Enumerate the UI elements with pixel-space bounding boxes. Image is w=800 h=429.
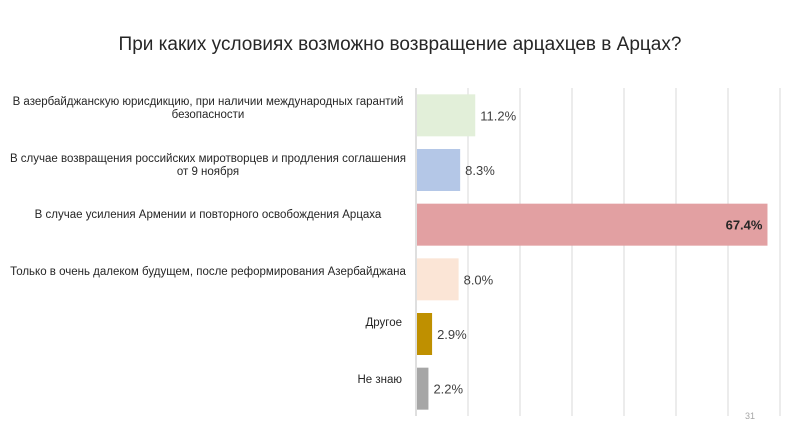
bar-0 [417, 94, 476, 137]
category-label-1: В случае возвращения российских миротвор… [9, 153, 407, 178]
category-label-5: Не знаю [357, 374, 402, 386]
page-number: 31 [745, 411, 756, 421]
value-label-2: 67.4% [726, 218, 763, 233]
chart-title: При каких условиях возможно возвращение … [118, 34, 682, 55]
bar-4 [417, 313, 433, 355]
bar-1 [417, 149, 461, 191]
value-label-5: 2.2% [433, 382, 463, 397]
value-label-4: 2.9% [437, 327, 467, 342]
value-label-3: 8.0% [464, 272, 494, 287]
bar-2 [417, 203, 768, 246]
category-label-0: В азербайджанскую юрисдикцию, при наличи… [12, 96, 404, 121]
bar-5 [417, 367, 429, 410]
value-label-0: 11.2% [480, 108, 516, 123]
category-label-3: Только в очень далеком будущем, после ре… [10, 266, 406, 278]
category-label-2: В случае усиления Армении и повторного о… [34, 209, 382, 221]
value-label-1: 8.3% [465, 163, 495, 178]
bar-3 [417, 258, 459, 301]
category-label-4: Другое [365, 317, 402, 329]
